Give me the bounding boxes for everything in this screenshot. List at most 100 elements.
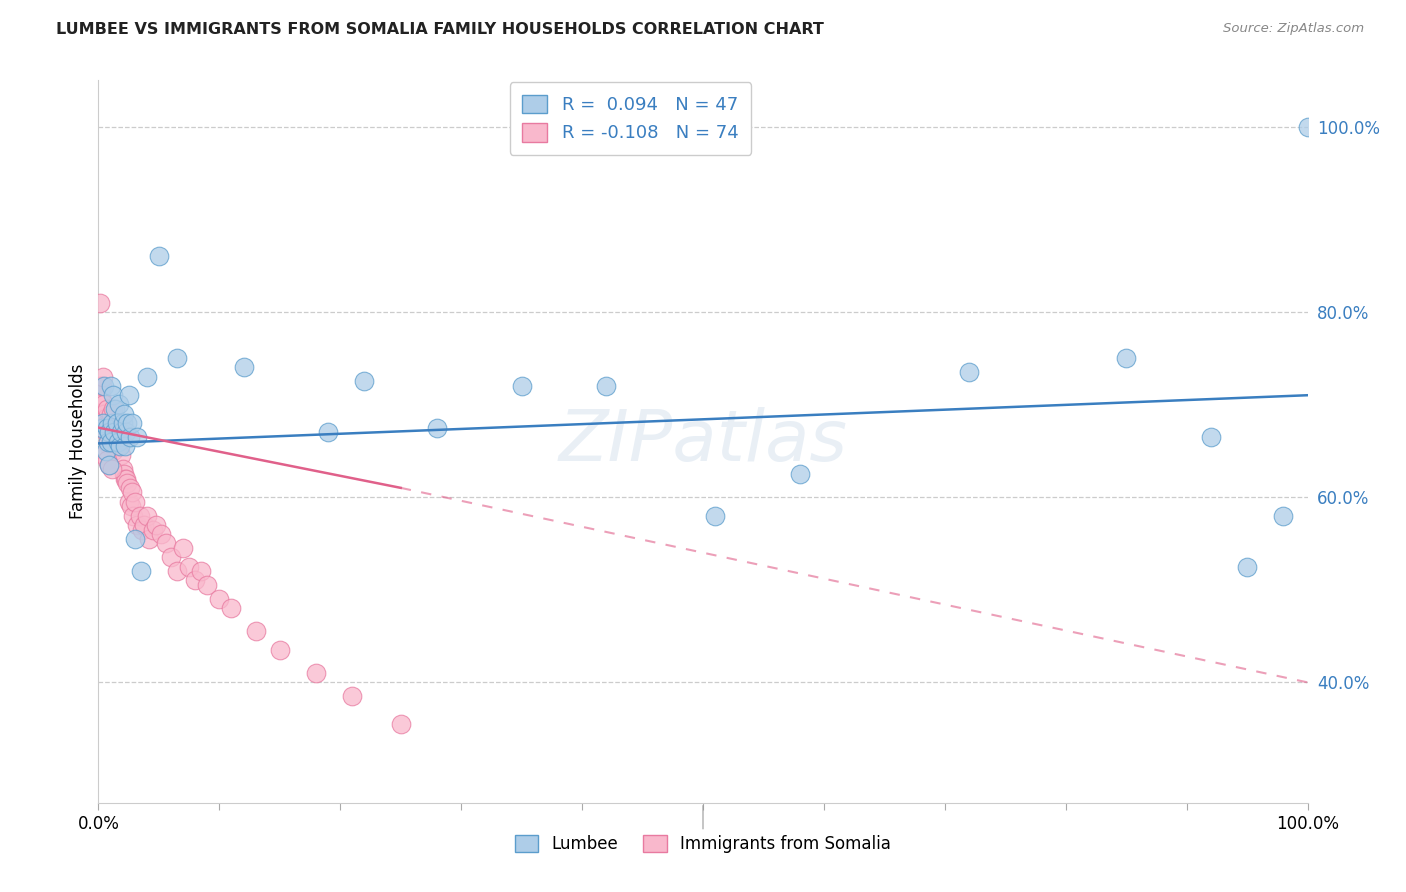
Point [789,467,811,481]
Point [97,434,120,449]
Point [118,388,141,402]
Point [160,550,183,565]
Point [111,462,134,476]
Point [94,425,117,440]
Point [94,411,117,425]
Text: Source: ZipAtlas.com: Source: ZipAtlas.com [1223,22,1364,36]
Point [96,420,118,434]
Point [104,420,127,434]
Point [91,369,114,384]
Point [93,379,115,393]
Point [127,430,149,444]
Point [100,434,122,449]
Point [89,295,111,310]
Point [101,443,124,458]
Point [100,434,122,449]
Point [704,508,727,523]
Point [115,425,138,440]
Point [108,434,131,449]
Point [112,467,135,481]
Point [111,416,134,430]
Point [138,532,160,546]
Point [108,397,131,411]
Point [98,439,121,453]
Legend: Lumbee, Immigrants from Somalia: Lumbee, Immigrants from Somalia [509,828,897,860]
Point [91,411,114,425]
Point [127,517,149,532]
Point [100,407,122,421]
Point [100,420,122,434]
Point [389,717,412,731]
Point [91,416,114,430]
Point [93,449,115,463]
Point [96,402,118,417]
Point [135,508,157,523]
Point [957,365,980,379]
Point [124,494,146,508]
Point [118,430,141,444]
Point [179,559,201,574]
Point [101,388,124,402]
Point [184,574,207,588]
Text: ZIPatlas: ZIPatlas [558,407,848,476]
Point [122,508,145,523]
Point [426,420,449,434]
Point [1236,559,1258,574]
Point [104,402,127,417]
Point [121,416,143,430]
Point [117,416,139,430]
Point [145,517,167,532]
Point [118,494,141,508]
Point [96,416,118,430]
Point [120,500,142,514]
Point [89,379,111,393]
Point [124,532,146,546]
Point [155,536,177,550]
Point [105,434,128,449]
Point [91,416,114,430]
Point [97,420,120,434]
Point [510,379,533,393]
Point [101,402,124,417]
Point [190,564,212,578]
Point [110,449,132,463]
Point [166,564,188,578]
Point [134,517,156,532]
Point [128,508,150,523]
Point [108,430,131,444]
Text: LUMBEE VS IMMIGRANTS FROM SOMALIA FAMILY HOUSEHOLDS CORRELATION CHART: LUMBEE VS IMMIGRANTS FROM SOMALIA FAMILY… [56,22,824,37]
Point [1115,351,1137,366]
Point [91,379,114,393]
Point [107,439,129,453]
Point [131,523,153,537]
Point [100,379,122,393]
Point [135,369,157,384]
Point [103,425,125,440]
Point [595,379,617,393]
Point [93,407,115,421]
Point [305,666,328,681]
Point [107,425,129,440]
Point [93,397,115,411]
Point [94,443,117,458]
Point [121,485,143,500]
Point [166,351,188,366]
Point [103,434,125,449]
Point [90,388,112,402]
Point [104,439,127,453]
Point [110,425,132,440]
Point [150,527,173,541]
Point [103,425,125,440]
Point [96,453,118,467]
Point [105,416,128,430]
Point [100,462,122,476]
Point [115,472,138,486]
Point [195,578,218,592]
Point [105,425,128,440]
Point [98,458,121,472]
Point [269,643,291,657]
Point [117,476,139,491]
Point [100,425,122,440]
Point [90,407,112,421]
Point [1272,508,1295,523]
